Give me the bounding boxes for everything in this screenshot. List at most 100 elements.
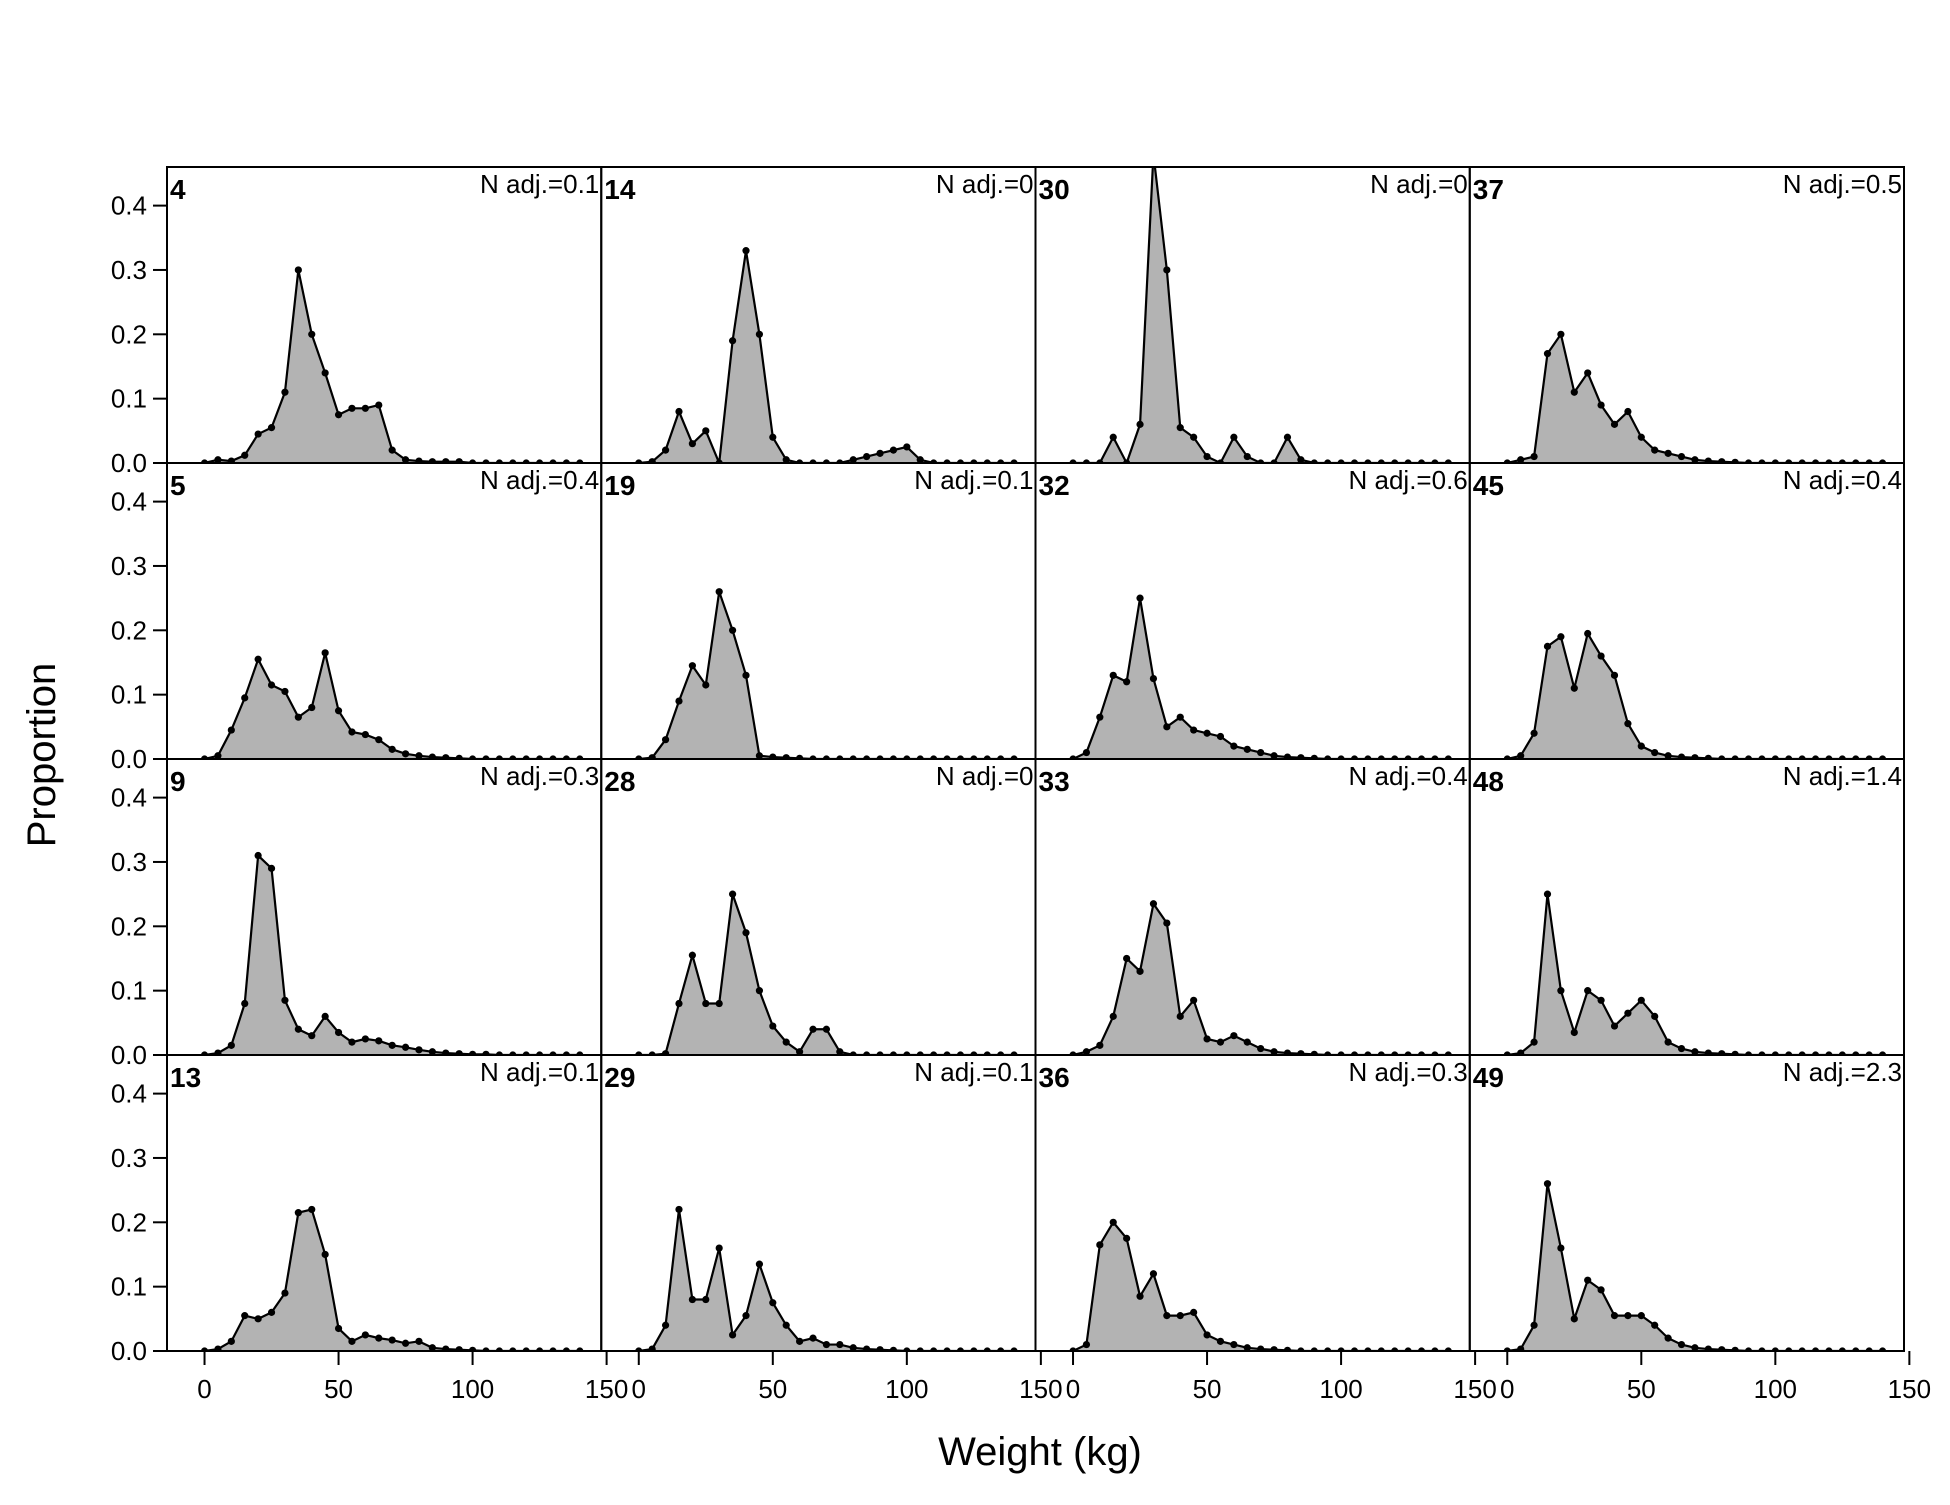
- data-point: [849, 1344, 857, 1351]
- data-point: [1163, 1312, 1171, 1320]
- data-point: [822, 1025, 831, 1033]
- data-point: [468, 1050, 477, 1055]
- data-point: [1637, 1312, 1645, 1320]
- data-point: [1691, 1344, 1699, 1351]
- panel-note-label: N adj.=0.1: [480, 169, 599, 199]
- data-point: [1123, 1234, 1131, 1242]
- data-point: [415, 457, 423, 463]
- data-point: [1136, 967, 1144, 975]
- y-axis-title: Proportion: [20, 663, 64, 848]
- y-tick-label: 0.1: [111, 1272, 147, 1302]
- series-area: [638, 250, 1015, 463]
- data-point: [903, 443, 911, 451]
- data-point: [428, 458, 436, 463]
- data-point: [1310, 754, 1318, 759]
- panel-plot-area: [1069, 1218, 1452, 1351]
- data-point: [661, 736, 670, 744]
- data-point: [889, 446, 898, 454]
- series-area: [1507, 894, 1883, 1055]
- panel-note-label: N adj.=0.5: [1783, 169, 1902, 199]
- data-point: [1109, 433, 1117, 441]
- data-point: [1230, 1340, 1238, 1349]
- x-tick-label: 0: [197, 1374, 211, 1404]
- data-point: [321, 1012, 329, 1020]
- y-tick-label: 0.3: [111, 551, 147, 581]
- data-point: [1257, 1345, 1265, 1351]
- data-point: [1610, 671, 1619, 679]
- data-point: [308, 330, 316, 338]
- data-point: [281, 1289, 289, 1297]
- panel-9: 9 N adj.=0.3: [166, 758, 603, 1056]
- panel-note-label: N adj.=0.6: [1349, 465, 1468, 495]
- data-point: [401, 456, 410, 463]
- data-point: [348, 1038, 356, 1046]
- series-area: [1073, 598, 1449, 759]
- y-tick-label: 0.4: [111, 487, 147, 517]
- data-point: [1584, 987, 1592, 995]
- data-point: [227, 457, 235, 463]
- data-point: [1283, 1346, 1292, 1351]
- panel-13: 13 N adj.=0.1: [166, 1054, 603, 1352]
- data-point: [702, 681, 710, 689]
- panel-id-label: 48: [1473, 766, 1504, 797]
- data-point: [1270, 1346, 1278, 1351]
- data-point: [468, 1346, 477, 1351]
- axes-layer: 0.0 0.1 0.2 0.3 0.4 0.0 0.1 0.2 0.3 0.4 0.0 0.1 0.2 0…: [111, 191, 1931, 1404]
- panel-id-label: 30: [1039, 174, 1070, 205]
- data-point: [428, 1344, 436, 1351]
- data-point: [1149, 900, 1158, 908]
- data-point: [1610, 420, 1619, 428]
- data-point: [876, 1346, 884, 1351]
- data-point: [1216, 1038, 1225, 1046]
- data-point: [241, 1312, 249, 1320]
- panel-note-label: N adj.=0.3: [1349, 1057, 1468, 1087]
- data-point: [675, 1205, 683, 1214]
- data-point: [334, 1028, 343, 1037]
- data-point: [294, 713, 302, 721]
- data-point: [849, 456, 857, 463]
- x-tick-label: 50: [1627, 1374, 1656, 1404]
- data-point: [1731, 1050, 1739, 1055]
- data-point: [1243, 745, 1251, 753]
- data-point: [1597, 1286, 1605, 1294]
- y-tick-label: 0.1: [111, 976, 147, 1006]
- data-point: [822, 1340, 831, 1349]
- data-point: [1704, 1345, 1712, 1351]
- y-tick-label: 0.3: [111, 847, 147, 877]
- data-point: [1570, 684, 1578, 692]
- data-point: [415, 1337, 423, 1345]
- data-point: [1270, 1048, 1278, 1055]
- data-point: [294, 1209, 302, 1217]
- data-point: [1297, 456, 1305, 463]
- data-point: [809, 1334, 817, 1342]
- data-point: [688, 440, 696, 448]
- data-point: [388, 446, 396, 454]
- data-point: [1677, 452, 1686, 461]
- panel-note-label: N adj.=0.4: [480, 465, 599, 495]
- x-tick-label: 100: [451, 1374, 494, 1404]
- data-point: [1664, 449, 1672, 457]
- data-point: [1136, 420, 1144, 428]
- data-point: [455, 754, 463, 759]
- series-area: [204, 1209, 580, 1351]
- data-point: [782, 456, 790, 463]
- data-point: [1517, 1049, 1525, 1055]
- data-point: [361, 1331, 369, 1339]
- data-point: [214, 1345, 222, 1351]
- series-area: [638, 1209, 1015, 1351]
- data-point: [1691, 754, 1699, 759]
- data-point: [294, 1025, 302, 1033]
- data-point: [1651, 748, 1659, 757]
- data-point: [1664, 1038, 1672, 1046]
- data-point: [1704, 1049, 1712, 1055]
- data-point: [1624, 1312, 1632, 1320]
- data-point: [321, 1250, 329, 1259]
- series-area: [1073, 167, 1449, 463]
- y-tick-label: 0.0: [111, 1040, 147, 1070]
- data-point: [442, 1345, 450, 1351]
- data-point: [1557, 987, 1565, 995]
- y-tick-label: 0.4: [111, 191, 147, 221]
- x-tick-label: 50: [758, 1374, 787, 1404]
- data-point: [1283, 1049, 1292, 1055]
